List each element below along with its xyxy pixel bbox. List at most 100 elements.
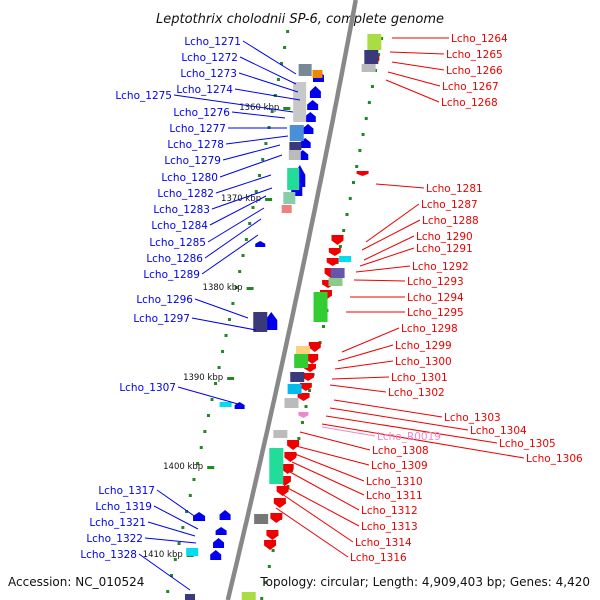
leader-line — [211, 187, 273, 210]
scale-dot — [166, 590, 170, 593]
leader-line — [334, 360, 394, 370]
leader-line — [387, 71, 441, 87]
scale-dot — [260, 597, 264, 600]
leader-line — [375, 183, 425, 189]
scale-dot — [206, 414, 210, 417]
gene-label: Lcho_1293 — [407, 276, 464, 288]
scale-dot — [188, 494, 192, 497]
cog-box — [288, 150, 301, 160]
cog-box — [293, 82, 307, 122]
leader-line — [138, 553, 191, 591]
gene-label: Lcho_1268 — [441, 97, 498, 109]
cog-box — [287, 168, 300, 190]
minus-gene-arrow — [273, 498, 286, 508]
gene-label: Lcho_1310 — [366, 476, 423, 488]
gene-label: Lcho_1267 — [442, 81, 499, 93]
gene-label: Lcho_1275 — [115, 90, 172, 102]
gene-label: Lcho_1299 — [395, 340, 452, 352]
cog-box — [284, 398, 299, 408]
scale-dot — [283, 46, 287, 49]
gene-label: Lcho_1303 — [444, 412, 501, 424]
gene-label: Lcho_1291 — [416, 243, 473, 255]
genome-axis — [225, 0, 358, 600]
gene-label: Lcho_1304 — [470, 425, 527, 437]
gene-label: Lcho_1306 — [526, 453, 583, 465]
gene-label: Lcho_1309 — [371, 460, 428, 472]
leader-line — [299, 431, 371, 451]
kbp-tick-mark — [265, 198, 273, 201]
leader-line — [283, 485, 360, 527]
plus-gene-arrow — [304, 112, 316, 122]
gene-label: Lcho_1311 — [366, 490, 423, 502]
cog-box — [330, 268, 345, 278]
gene-label: Lcho_1289 — [143, 269, 200, 281]
cog-box — [339, 256, 352, 262]
scale-dot — [241, 254, 245, 257]
leader-line — [153, 505, 199, 530]
leader-line — [194, 298, 249, 319]
cog-box — [313, 292, 328, 322]
axis-line — [225, 0, 358, 600]
scale-dot — [345, 213, 349, 216]
gene-label: Lcho_1302 — [388, 387, 445, 399]
scale-dot — [267, 565, 271, 568]
leader-line — [207, 207, 265, 243]
gene-label: Lcho_1290 — [416, 231, 473, 243]
minus-gene-arrow — [326, 258, 339, 266]
gene-label: Lcho_1287 — [421, 199, 478, 211]
scale-dot — [210, 398, 214, 401]
plus-gene-arrow — [193, 512, 206, 521]
gene-label: Lcho_1305 — [499, 438, 556, 450]
minus-gene-arrow — [356, 171, 369, 176]
scale-dot — [231, 302, 235, 305]
minus-gene-arrow — [276, 486, 289, 496]
scale-dot — [261, 158, 265, 161]
leader-line — [361, 219, 421, 251]
minus-gene-arrow — [287, 440, 300, 450]
cog-box — [294, 354, 309, 368]
minus-gene-arrow — [331, 235, 344, 245]
scale-dot — [196, 462, 200, 465]
gene-label: Lcho_1266 — [446, 65, 503, 77]
scale-dot — [370, 85, 374, 88]
scale-dot — [304, 405, 308, 408]
gene-label: Lcho_1281 — [426, 183, 483, 195]
scale-dot — [170, 574, 174, 577]
plus-strand-labels: Lcho_1271 Lcho_1272 Lcho_1273 Lcho_1274 Lcho… — [80, 36, 241, 561]
gene-label: Lcho_1283 — [153, 204, 210, 216]
leader-line — [333, 399, 443, 418]
scale-dot — [181, 526, 185, 529]
leader-line — [294, 453, 365, 482]
scale-dot — [361, 133, 365, 136]
leader-line — [144, 537, 197, 544]
leader-line — [291, 461, 365, 496]
leader-line — [391, 61, 445, 71]
map-title: Leptothrix cholodnii SP-6, complete geno… — [156, 12, 444, 27]
scale-dot — [227, 318, 231, 321]
gene-label: Lcho_1322 — [86, 533, 143, 545]
minus-gene-arrow — [306, 354, 319, 364]
scale-dot — [276, 78, 280, 81]
scale-dot — [264, 581, 268, 584]
minus-gene-arrow — [302, 373, 315, 381]
scale-dot — [234, 286, 238, 289]
kbp-tick-label: 1410 kbp — [143, 550, 183, 560]
gene-label: Lcho_1284 — [151, 220, 208, 232]
minus-gene-arrow — [297, 393, 310, 401]
scale-dot — [380, 37, 384, 40]
leader-line — [275, 507, 349, 558]
scale-dot — [348, 197, 352, 200]
leader-line — [385, 79, 440, 103]
minus-gene-arrow — [270, 513, 283, 523]
scale-dot — [358, 149, 362, 152]
scale-dot — [264, 142, 268, 145]
minus-gene-arrow — [328, 248, 341, 256]
leader-line — [331, 376, 390, 380]
scale-dot — [300, 421, 304, 424]
plus-gene-arrow — [215, 527, 227, 535]
plus-gene-arrow — [302, 124, 314, 134]
gene-label: Lcho_1292 — [412, 261, 469, 273]
gene-label: Lcho_1285 — [149, 237, 206, 249]
leader-line — [234, 88, 301, 101]
